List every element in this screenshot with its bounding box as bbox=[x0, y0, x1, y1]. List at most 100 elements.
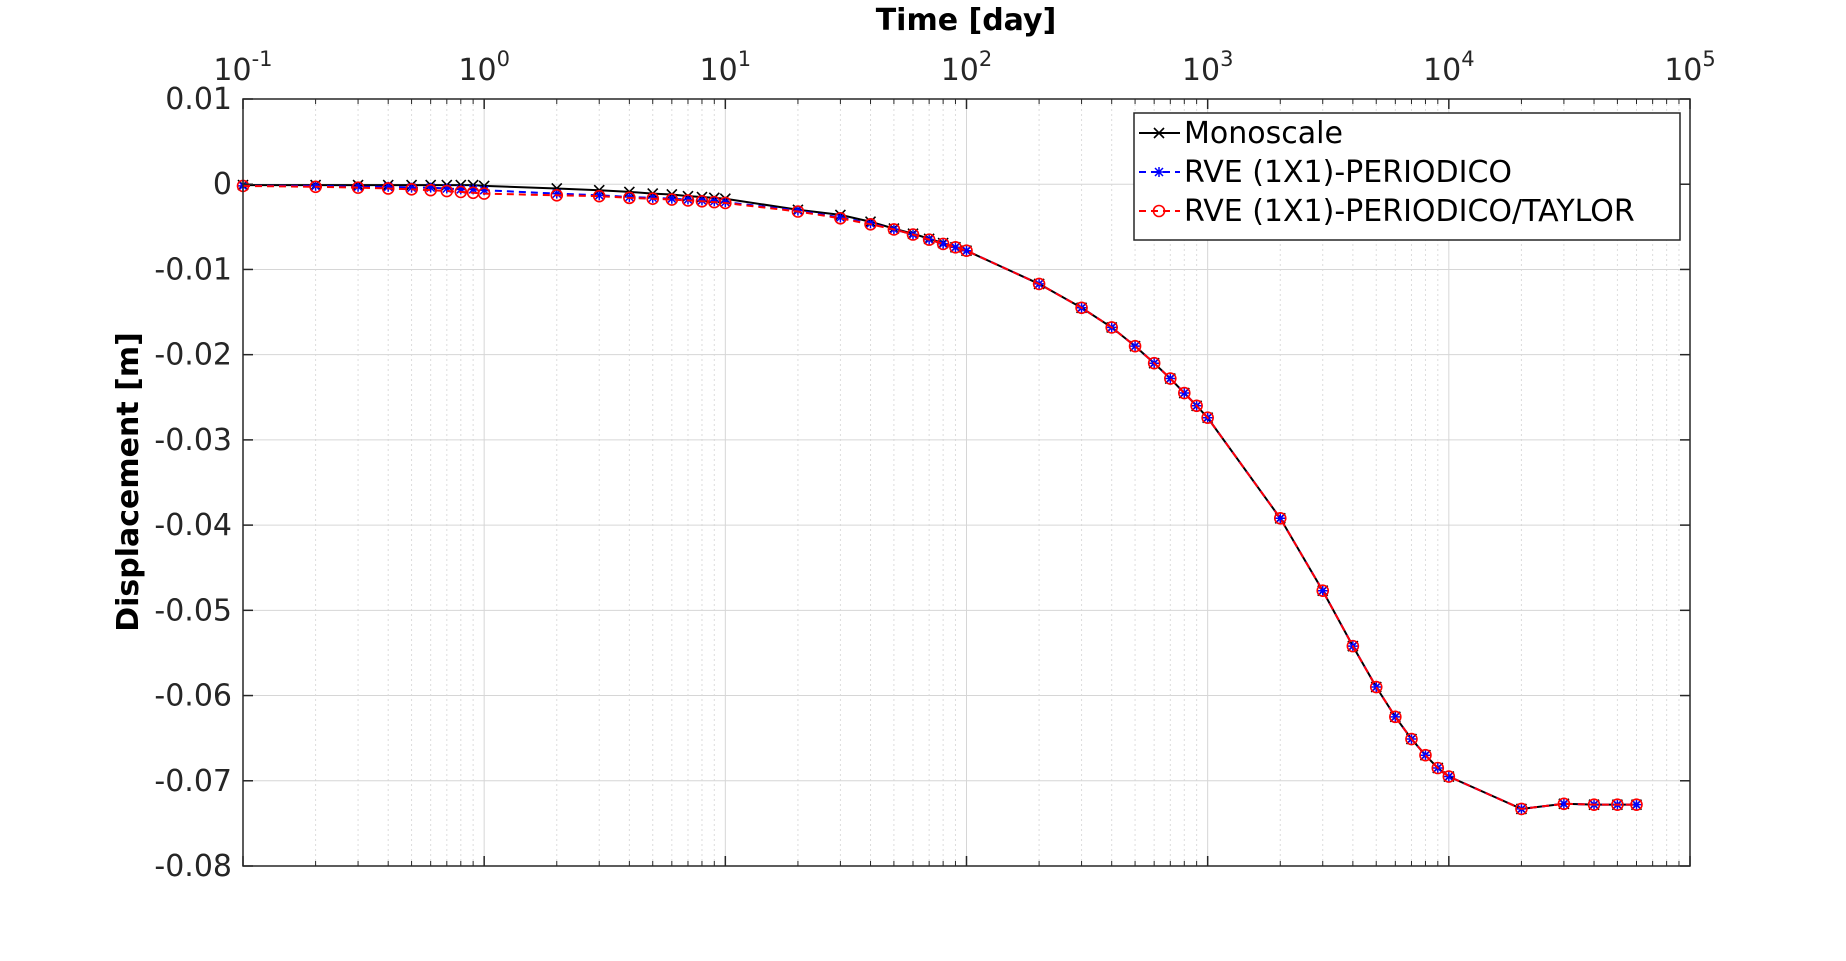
series-3-point bbox=[960, 244, 973, 257]
series-3-point bbox=[381, 182, 395, 195]
series-3-point bbox=[719, 196, 732, 210]
legend-label: RVE (1X1)-PERIODICO/TAYLOR bbox=[1184, 194, 1635, 229]
series-3-point bbox=[454, 185, 468, 199]
series-3-point bbox=[1032, 277, 1046, 291]
series-2-point bbox=[666, 193, 677, 204]
legend-label: RVE (1X1)-PERIODICO bbox=[1184, 155, 1512, 190]
series-3-point bbox=[623, 191, 636, 205]
series-3-point bbox=[1316, 584, 1330, 598]
x-tick-label: 104 bbox=[1423, 47, 1475, 88]
series-3-point bbox=[1442, 770, 1456, 783]
series-3-point bbox=[1075, 301, 1088, 315]
x-tick-label: 10-1 bbox=[213, 47, 272, 88]
series-2-point bbox=[938, 238, 949, 249]
ticks bbox=[242, 98, 1691, 867]
series-2-point bbox=[1371, 682, 1382, 693]
legend-label: Monoscale bbox=[1184, 116, 1343, 151]
y-tick-label: -0.07 bbox=[154, 764, 232, 799]
x-tick-label: 101 bbox=[700, 47, 752, 88]
series-3-point bbox=[922, 233, 936, 246]
legend-box bbox=[1133, 112, 1681, 241]
series-3-point bbox=[665, 193, 679, 206]
series-2-point bbox=[383, 181, 394, 192]
series-3-point bbox=[646, 192, 660, 206]
series-3-point bbox=[440, 184, 454, 198]
series-2-point bbox=[406, 182, 417, 193]
x-tick-label: 100 bbox=[458, 47, 510, 88]
legend-swatch-marker bbox=[1152, 204, 1166, 218]
x-axis-title: Time [day] bbox=[876, 3, 1057, 38]
series-2-point bbox=[1390, 711, 1401, 722]
series-2-point bbox=[1130, 341, 1141, 352]
series-3-point bbox=[695, 194, 709, 208]
y-tick-labels: 0.01 0 -0.01 -0.02 -0.03 -0.04 -0.05 -0.06 -0.07… bbox=[154, 82, 232, 884]
series-2-point bbox=[594, 190, 605, 201]
y-tick-label: -0.06 bbox=[154, 679, 232, 714]
series-3-point bbox=[1346, 639, 1360, 653]
series-3-point bbox=[1369, 680, 1383, 694]
series-3-point bbox=[1405, 732, 1418, 746]
series-3-point bbox=[550, 189, 564, 202]
series-3-point bbox=[477, 187, 491, 200]
series-2-point bbox=[479, 185, 490, 196]
series-2-point bbox=[961, 245, 972, 256]
legend-swatch-marker bbox=[1154, 167, 1164, 177]
series-3-point bbox=[1128, 339, 1142, 353]
series-2-point bbox=[551, 188, 562, 199]
series-2-point bbox=[1165, 373, 1176, 384]
series-3-point bbox=[351, 181, 365, 194]
series-3-point bbox=[1419, 748, 1432, 762]
series-2-point bbox=[1443, 771, 1454, 782]
series-3-point bbox=[1587, 798, 1601, 811]
y-tick-label: -0.01 bbox=[154, 252, 232, 287]
series-3-point bbox=[1177, 386, 1191, 400]
legend-item: RVE (1X1)-PERIODICO bbox=[1139, 155, 1512, 190]
series-3-point bbox=[1557, 797, 1571, 811]
series-3-point bbox=[1201, 411, 1214, 425]
series-3-point bbox=[1164, 372, 1177, 385]
legend-item: Monoscale bbox=[1139, 116, 1343, 151]
y-axis-title: Displacement [m] bbox=[111, 332, 146, 632]
y-tick-label: -0.02 bbox=[154, 338, 232, 373]
series-3-point bbox=[1389, 710, 1402, 724]
x-tick-label: 105 bbox=[1664, 47, 1716, 88]
series-3 bbox=[236, 179, 1643, 816]
series-2-point bbox=[441, 183, 452, 194]
series-3-point bbox=[1190, 399, 1203, 413]
series-3-point bbox=[592, 189, 606, 203]
legend: Monoscale RVE (1X1)-PERIODICO RVE (1X1)-PE… bbox=[1133, 112, 1681, 241]
series-2-point bbox=[1179, 388, 1190, 399]
series-3-point bbox=[681, 194, 695, 207]
series-3-point bbox=[424, 183, 437, 197]
y-tick-label: 0 bbox=[213, 167, 232, 202]
series-3-point bbox=[887, 223, 901, 236]
series-2-point bbox=[455, 184, 466, 195]
legend-item: RVE (1X1)-PERIODICO/TAYLOR bbox=[1139, 194, 1635, 229]
series-2-point bbox=[425, 182, 436, 193]
series-3-line bbox=[242, 184, 1637, 810]
series-3-point bbox=[791, 205, 805, 218]
series-3-point bbox=[906, 228, 920, 241]
y-tick-label: -0.03 bbox=[154, 423, 232, 458]
series-3-point bbox=[1147, 356, 1161, 370]
y-tick-label: -0.08 bbox=[154, 849, 232, 884]
series-3-point bbox=[864, 217, 877, 231]
series-2-point bbox=[1317, 585, 1328, 596]
x-tick-label: 102 bbox=[941, 47, 993, 88]
series-2-point bbox=[1631, 799, 1642, 810]
series-3-point bbox=[405, 183, 418, 196]
series-2-point bbox=[950, 242, 961, 253]
series-3-point bbox=[834, 212, 847, 225]
series-3-point bbox=[1105, 321, 1118, 334]
series-3-point bbox=[936, 237, 950, 251]
series-2-point bbox=[1558, 798, 1569, 809]
series-3-point bbox=[1431, 761, 1445, 775]
legend-swatch-marker bbox=[1153, 127, 1165, 139]
series-3-point bbox=[309, 180, 322, 194]
series-2-point bbox=[835, 212, 846, 223]
series-3-point bbox=[1273, 511, 1287, 525]
series-3-point bbox=[949, 240, 962, 254]
series-3-point bbox=[1630, 798, 1643, 811]
series-3-point bbox=[1515, 802, 1528, 816]
